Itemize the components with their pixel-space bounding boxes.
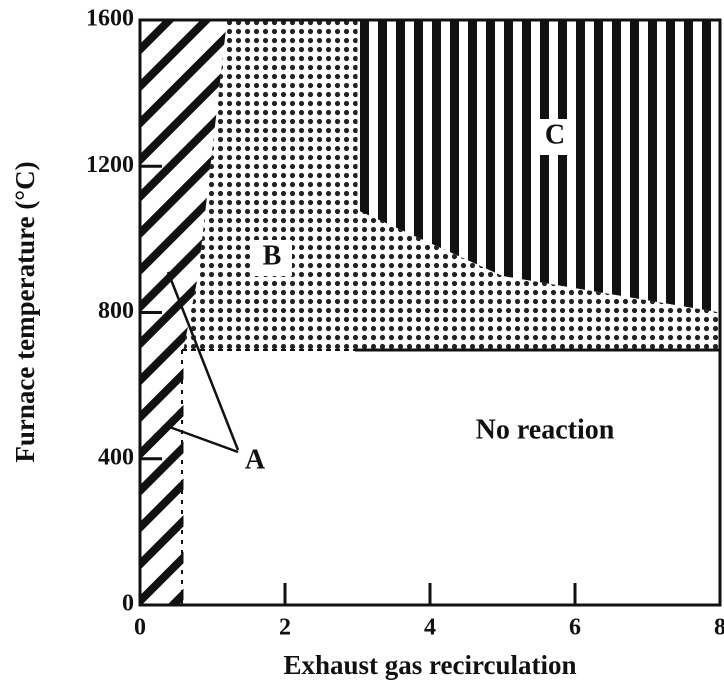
plot-area [140,20,720,605]
x-tick-label: 6 [569,615,581,641]
region [183,20,720,350]
region-label: B [263,240,282,271]
y-tick-label: 800 [98,298,134,324]
y-tick-label: 1200 [86,152,134,178]
region [357,20,720,313]
x-tick-label: 8 [714,615,724,641]
x-tick-label: 4 [424,615,436,641]
x-tick-label: 0 [134,615,146,641]
pointer-line [166,271,240,451]
x-axis-label: Exhaust gas recirculation [283,650,576,680]
y-tick-label: 0 [122,591,134,617]
region-label: A [245,444,266,475]
x-tick-label: 2 [279,615,291,641]
y-tick-label: 400 [98,444,134,470]
region-label: No reaction [476,414,615,445]
region [183,349,720,605]
label-backdrop [535,119,575,155]
label-backdrop [252,240,292,276]
pointer-line [163,423,239,454]
region-label: C [545,119,565,150]
y-tick-label: 1600 [86,6,134,32]
y-axis-label: Furnace temperature (°C) [10,161,40,462]
